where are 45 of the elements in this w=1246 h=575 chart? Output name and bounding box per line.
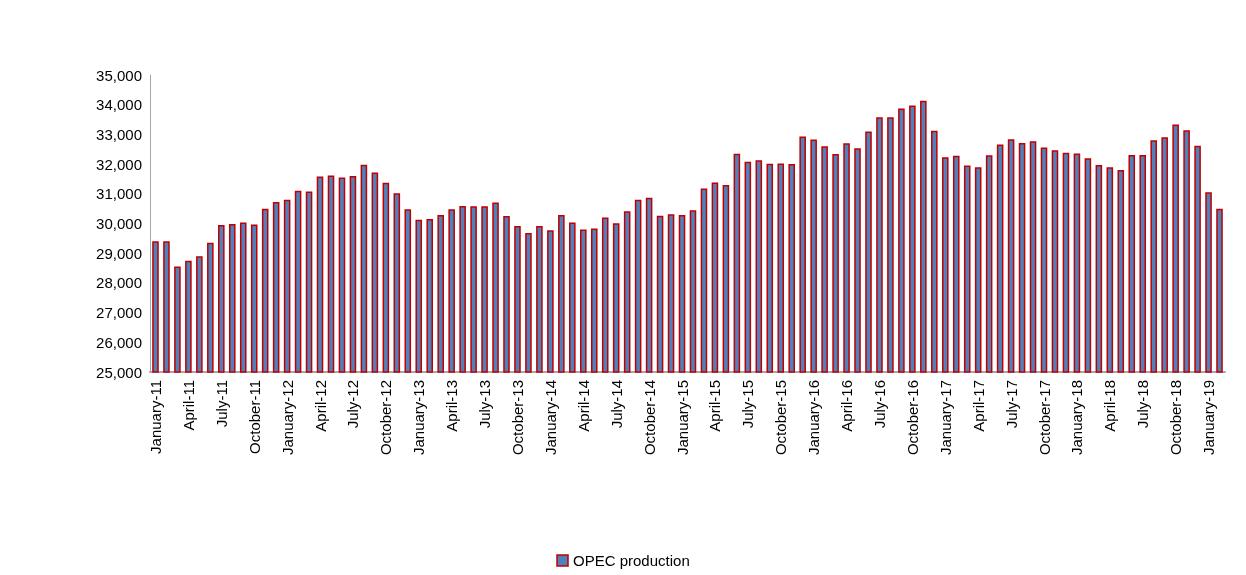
x-tick-label: April-16 [838, 380, 856, 432]
x-tick-label: January-15 [673, 380, 691, 456]
y-tick-label: 26,000 [96, 333, 142, 351]
x-tick-label: January-12 [278, 380, 296, 456]
x-tick-label: July-18 [1134, 380, 1152, 429]
x-tick-label: January-19 [1200, 380, 1218, 456]
y-tick-label: 35,000 [96, 66, 142, 84]
x-tick-label: April-17 [969, 380, 987, 432]
x-tick-label: October-17 [1035, 380, 1053, 456]
x-tick-label: April-15 [706, 380, 724, 432]
x-tick-label: April-12 [311, 380, 329, 432]
y-tick-label: 25,000 [96, 363, 142, 381]
x-tick-label: July-16 [870, 380, 888, 429]
x-tick-label: October-13 [508, 380, 526, 456]
x-tick-label: October-11 [245, 380, 263, 454]
y-tick-label: 34,000 [96, 96, 142, 114]
x-tick-label: January-16 [805, 380, 823, 456]
legend-label: OPEC production [573, 552, 690, 569]
x-tick-label: October-14 [640, 380, 658, 456]
y-tick-label: 29,000 [96, 244, 142, 262]
y-tick-label: 31,000 [96, 185, 142, 203]
x-tick-label: October-16 [903, 380, 921, 456]
x-tick-label: April-18 [1101, 380, 1119, 432]
x-tick-label: July-14 [607, 380, 625, 429]
x-tick-label: July-17 [1002, 380, 1020, 429]
x-tick-label: July-12 [344, 380, 362, 429]
y-tick-label: 33,000 [96, 125, 142, 143]
x-tick-label: April-14 [574, 380, 592, 432]
y-tick-label: 28,000 [96, 274, 142, 292]
y-tick-label: 32,000 [96, 155, 142, 173]
x-tick-label: January-13 [410, 380, 428, 456]
x-tick-label: January-14 [541, 380, 559, 456]
x-tick-label: April-13 [443, 380, 461, 432]
x-tick-label: October-12 [377, 380, 395, 456]
y-tick-label: 30,000 [96, 215, 142, 232]
x-tick-label: July-15 [739, 380, 757, 429]
x-tick-label: October-18 [1167, 380, 1185, 456]
x-tick-label: January-17 [936, 380, 954, 456]
x-tick-label: April-11 [179, 380, 197, 431]
x-tick-label: July-11 [212, 380, 230, 428]
x-tick-label: January-11 [146, 380, 164, 454]
y-tick-label: 27,000 [96, 304, 142, 322]
x-tick-label: October-15 [772, 380, 790, 456]
x-tick-label: July-13 [476, 380, 494, 429]
x-tick-label: January-18 [1068, 380, 1086, 456]
